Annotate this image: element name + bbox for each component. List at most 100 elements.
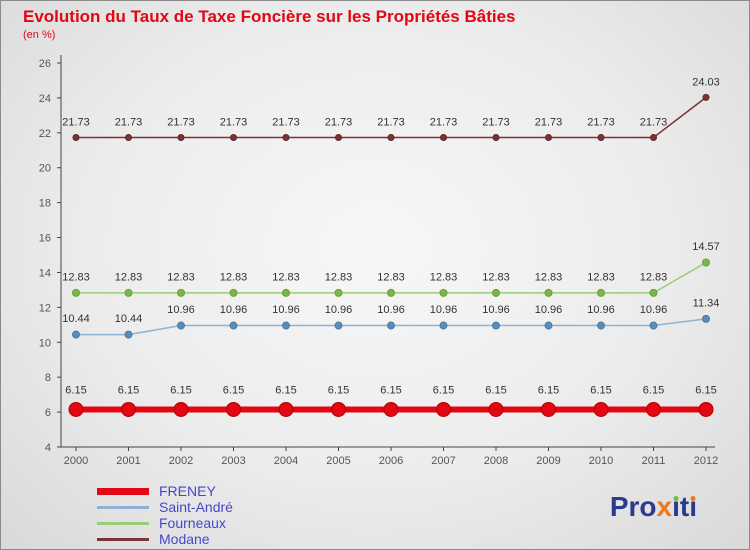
data-point-Modane (702, 93, 710, 101)
data-label-Modane: 21.73 (640, 117, 668, 129)
data-label-Fourneaux: 12.83 (640, 271, 668, 283)
data-label-Modane: 21.73 (325, 117, 353, 129)
data-point-FRENEY (541, 401, 556, 417)
x-tick-label: 2007 (431, 455, 455, 467)
data-label-Saint-André: 10.96 (430, 304, 458, 316)
data-label-Fourneaux: 12.83 (430, 271, 458, 283)
data-point-FRENEY (383, 401, 399, 417)
data-label-FRENEY: 6.15 (275, 384, 296, 396)
data-label-Saint-André: 10.96 (640, 304, 668, 316)
data-point-FRENEY (436, 401, 451, 417)
data-point-Modane (545, 134, 552, 142)
logo-letter: x (656, 491, 673, 522)
x-tick-label: 2008 (484, 455, 508, 467)
data-point-Saint-André (282, 321, 290, 330)
data-label-Fourneaux: 12.83 (220, 271, 248, 283)
data-point-Modane (282, 134, 290, 142)
legend-item-Saint-André: Saint-André (97, 499, 233, 515)
x-tick-label: 2011 (642, 455, 666, 467)
x-tick-label: 2009 (536, 455, 560, 467)
data-point-Modane (440, 134, 447, 142)
data-point-FRENEY (173, 401, 189, 417)
legend-swatch-Modane (97, 537, 149, 541)
data-label-Saint-André: 10.96 (220, 304, 248, 316)
y-tick-label: 20 (39, 163, 51, 175)
data-point-Fourneaux (282, 288, 290, 297)
data-point-Modane (597, 134, 605, 142)
data-point-Saint-André (334, 321, 343, 330)
logo-letter-dot (673, 496, 679, 501)
chart-subtitle: (en %) (23, 29, 56, 41)
data-label-Modane: 21.73 (587, 117, 615, 129)
legend-swatch-Fourneaux (97, 521, 149, 525)
data-label-FRENEY: 6.15 (170, 384, 191, 396)
data-point-Fourneaux (177, 288, 185, 297)
data-point-Fourneaux (124, 288, 133, 297)
data-point-Saint-André (439, 321, 448, 330)
y-tick-label: 8 (45, 372, 51, 384)
data-point-Saint-André (229, 321, 238, 330)
data-label-FRENEY: 6.15 (433, 384, 454, 396)
data-label-Fourneaux: 14.57 (692, 241, 720, 253)
data-label-Saint-André: 10.44 (62, 313, 90, 325)
data-point-FRENEY (593, 401, 609, 417)
data-label-Modane: 24.03 (692, 76, 720, 88)
data-point-Modane (492, 134, 500, 142)
logo-letter: ı (689, 491, 697, 522)
data-point-Fourneaux (544, 288, 553, 297)
legend-label-Saint-André: Saint-André (159, 499, 233, 515)
data-label-Modane: 21.73 (115, 117, 143, 129)
x-tick-label: 2004 (274, 455, 298, 467)
data-label-Modane: 21.73 (272, 117, 300, 129)
data-label-Saint-André: 10.96 (377, 304, 405, 316)
data-label-Modane: 21.73 (377, 117, 405, 129)
data-point-Fourneaux (334, 288, 343, 297)
x-tick-label: 2001 (116, 455, 140, 467)
y-tick-label: 18 (39, 198, 51, 210)
y-tick-label: 4 (45, 442, 51, 454)
chart-legend: FRENEY Saint-André Fourneaux Modane (97, 483, 233, 547)
data-point-FRENEY (646, 401, 661, 417)
data-label-Modane: 21.73 (535, 117, 563, 129)
data-point-Modane (387, 134, 395, 142)
data-point-Modane (177, 134, 185, 142)
data-label-Fourneaux: 12.83 (535, 271, 563, 283)
y-tick-label: 16 (39, 233, 51, 245)
chart-title: Evolution du Taux de Taxe Foncière sur l… (23, 7, 516, 26)
data-label-Modane: 21.73 (482, 117, 510, 129)
y-tick-label: 24 (39, 93, 51, 105)
data-point-Saint-André (649, 321, 658, 330)
data-point-Fourneaux (72, 288, 80, 297)
data-point-Saint-André (702, 314, 710, 323)
x-tick-label: 2002 (169, 455, 193, 467)
proxiti-logo: Proxı tı (610, 491, 697, 523)
data-point-Saint-André (387, 321, 395, 330)
data-label-Fourneaux: 12.83 (167, 271, 195, 283)
data-label-Modane: 21.73 (430, 117, 458, 129)
y-tick-label: 6 (45, 407, 51, 419)
data-point-Fourneaux (492, 288, 500, 297)
data-label-Fourneaux: 12.83 (272, 271, 300, 283)
data-point-Saint-André (492, 321, 500, 330)
data-label-FRENEY: 6.15 (328, 384, 349, 396)
data-label-FRENEY: 6.15 (65, 384, 86, 396)
data-point-Modane (335, 134, 342, 142)
data-label-Fourneaux: 12.83 (115, 271, 143, 283)
x-tick-label: 2010 (589, 455, 613, 467)
data-label-FRENEY: 6.15 (118, 384, 139, 396)
data-point-FRENEY (278, 401, 294, 417)
x-tick-label: 2005 (326, 455, 350, 467)
legend-label-FRENEY: FRENEY (159, 483, 216, 499)
data-point-Fourneaux (229, 288, 238, 297)
data-point-Modane (230, 134, 237, 142)
y-tick-label: 26 (39, 58, 51, 70)
x-tick-label: 2000 (64, 455, 88, 467)
legend-item-FRENEY: FRENEY (97, 483, 233, 499)
data-point-Saint-André (544, 321, 553, 330)
data-label-FRENEY: 6.15 (590, 384, 611, 396)
data-label-Saint-André: 10.96 (482, 304, 510, 316)
data-label-Saint-André: 11.34 (693, 297, 720, 309)
data-point-Fourneaux (649, 288, 658, 297)
x-tick-label: 2012 (694, 455, 718, 467)
